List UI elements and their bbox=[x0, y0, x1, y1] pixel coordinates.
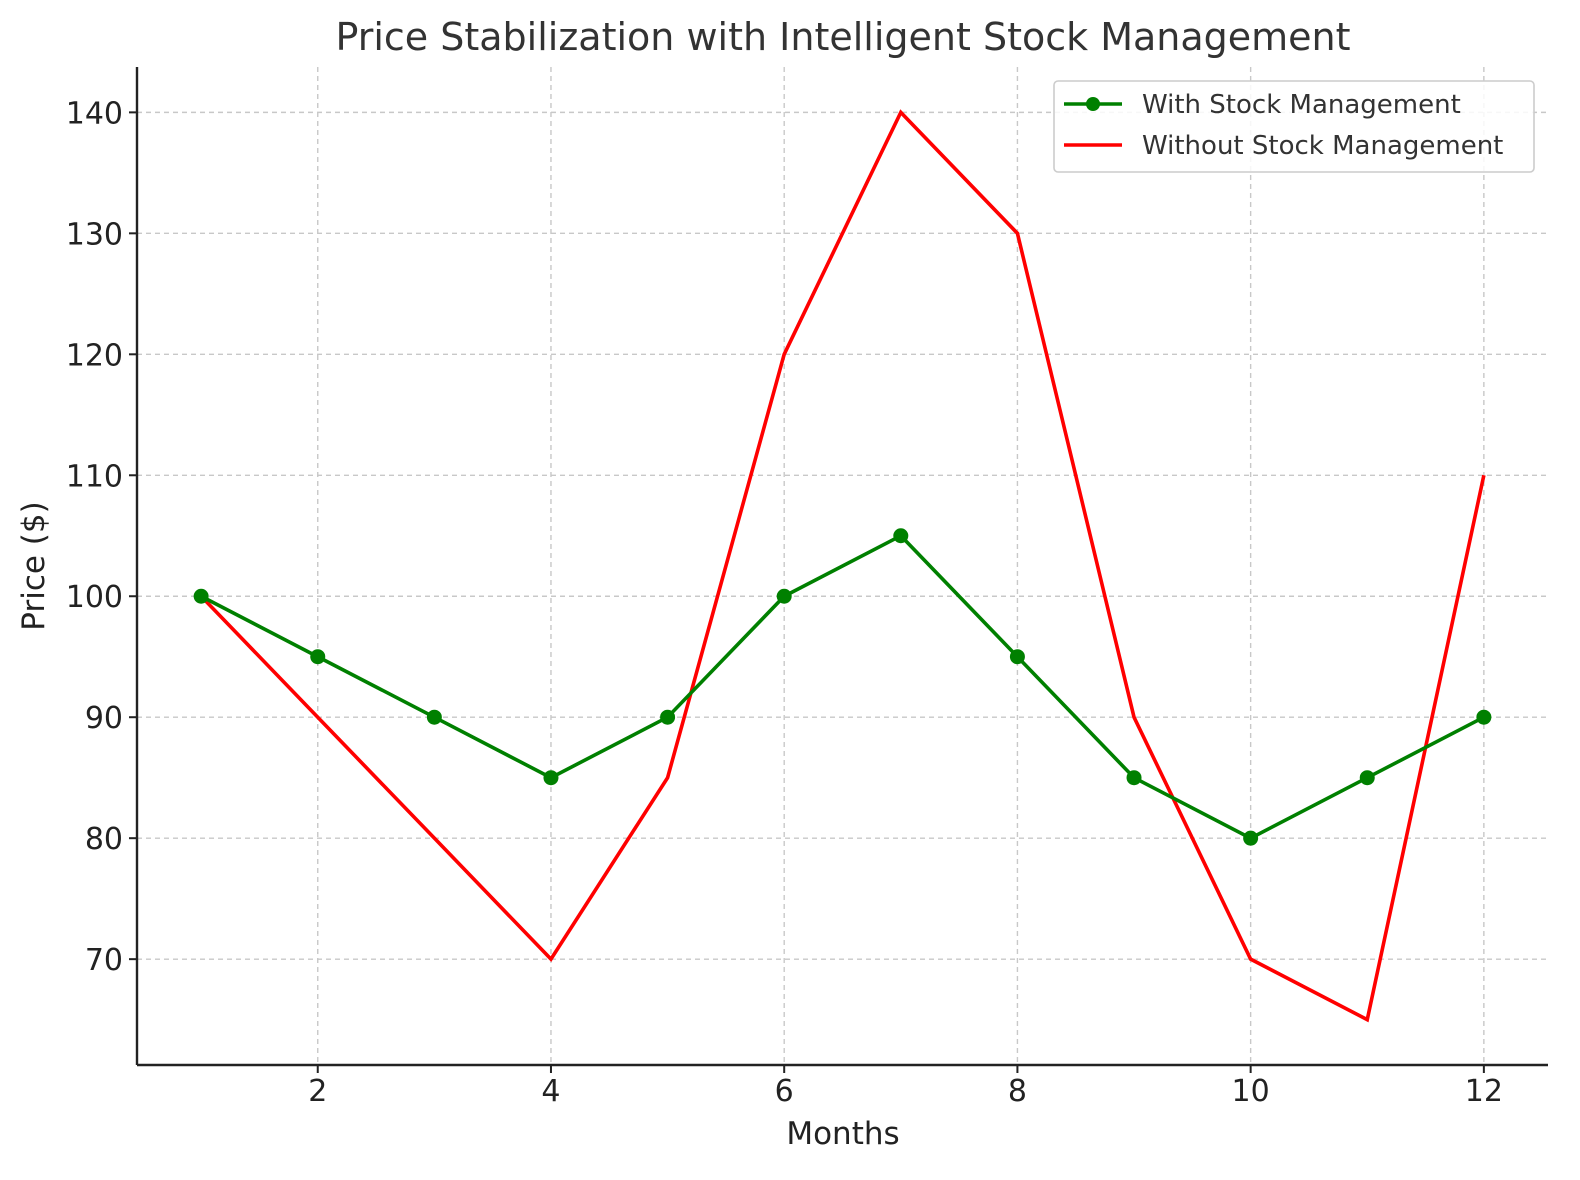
data-point-with-stock-month-5 bbox=[660, 709, 676, 725]
legend-frame bbox=[1053, 80, 1535, 173]
chart-title: Price Stabilization with Intelligent Sto… bbox=[335, 15, 1350, 59]
data-point-with-stock-month-6 bbox=[776, 588, 792, 604]
y-tick-label: 110 bbox=[66, 459, 123, 494]
data-point-with-stock-month-9 bbox=[1126, 770, 1142, 786]
tick-labels: 2 4 6 8 10 12 70 80 90 100 110 120 130 140 bbox=[66, 96, 1503, 1109]
data-point-with-stock-month-3 bbox=[426, 709, 442, 725]
y-tick-label: 100 bbox=[66, 580, 123, 615]
data-point-with-stock-month-1 bbox=[193, 588, 209, 604]
y-tick-label: 120 bbox=[66, 338, 123, 373]
x-tick-label: 6 bbox=[775, 1074, 794, 1109]
data-point-with-stock-month-11 bbox=[1359, 770, 1375, 786]
data-point-with-stock-month-10 bbox=[1243, 830, 1259, 846]
x-tick-label: 12 bbox=[1465, 1074, 1503, 1109]
y-axis-label: Price ($) bbox=[16, 501, 52, 630]
data-point-with-stock-month-7 bbox=[893, 528, 909, 544]
series-line-without-stock bbox=[199, 109, 1486, 1023]
y-tick-label: 80 bbox=[85, 822, 123, 857]
data-point-with-stock-month-4 bbox=[543, 770, 559, 786]
x-axis-label: Months bbox=[786, 1116, 899, 1152]
x-tick-label: 2 bbox=[308, 1074, 327, 1109]
legend: With Stock Management Without Stock Mana… bbox=[1053, 80, 1535, 173]
y-tick-label: 70 bbox=[85, 943, 123, 978]
series-layer bbox=[193, 109, 1492, 1023]
legend-swatch-green-marker bbox=[1086, 97, 1100, 111]
axes bbox=[129, 67, 1548, 1073]
data-point-with-stock-month-8 bbox=[1009, 649, 1025, 665]
x-tick-label: 4 bbox=[541, 1074, 560, 1109]
x-tick-label: 8 bbox=[1008, 1074, 1027, 1109]
series-line-with-stock bbox=[200, 533, 1485, 841]
x-tick-label: 10 bbox=[1232, 1074, 1270, 1109]
grid-lines bbox=[137, 67, 1548, 1065]
data-point-with-stock-month-12 bbox=[1476, 709, 1492, 725]
y-tick-label: 130 bbox=[66, 217, 123, 252]
legend-item-without-stock: Without Stock Management bbox=[1064, 131, 1503, 161]
y-tick-label: 90 bbox=[85, 701, 123, 736]
data-point-with-stock-month-2 bbox=[310, 649, 326, 665]
legend-label-with-stock: With Stock Management bbox=[1142, 90, 1461, 120]
legend-item-with-stock: With Stock Management bbox=[1064, 90, 1461, 120]
y-tick-label: 140 bbox=[66, 96, 123, 131]
legend-label-without-stock: Without Stock Management bbox=[1142, 131, 1503, 161]
